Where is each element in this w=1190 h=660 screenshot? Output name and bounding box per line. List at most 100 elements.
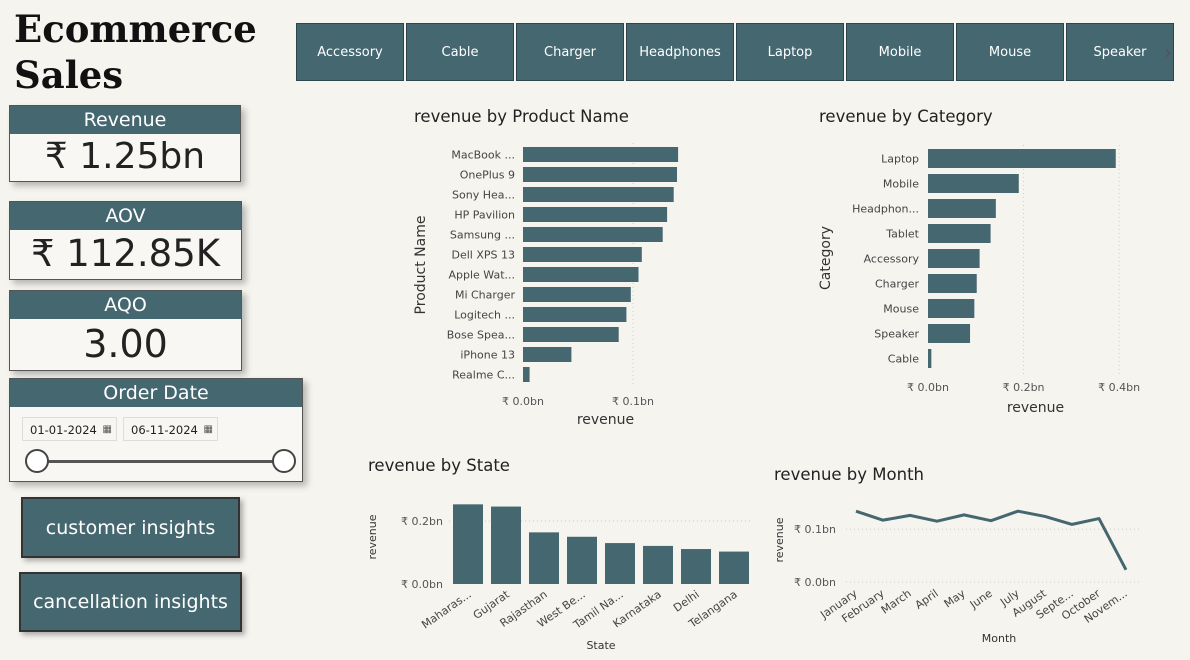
y-tick-label: HP Pavilion <box>454 209 515 222</box>
revenue-card: Revenue ₹ 1.25bn <box>9 105 241 182</box>
customer-insights-button[interactable]: customer insights <box>21 497 240 558</box>
bar <box>605 543 635 584</box>
bar <box>643 545 673 584</box>
x-axis-label: State <box>586 639 615 652</box>
bar <box>523 267 639 282</box>
y-tick-label: OnePlus 9 <box>460 169 515 182</box>
x-tick-label: ₹ 0.2bn <box>1003 381 1045 394</box>
bar <box>928 249 980 268</box>
date-range-start-handle[interactable] <box>25 449 49 473</box>
x-tick-label: Delhi <box>671 588 702 615</box>
y-tick-label: Speaker <box>874 328 919 341</box>
date-range-end-handle[interactable] <box>272 449 296 473</box>
y-tick-label: Logitech ... <box>454 309 515 322</box>
y-tick-label: Mi Charger <box>455 289 516 302</box>
y-tick-label: Mouse <box>883 303 919 316</box>
y-tick-label: ₹ 0.2bn <box>401 515 443 528</box>
x-tick-label: ₹ 0.0bn <box>907 381 949 394</box>
bar <box>928 299 975 318</box>
y-tick-label: Headphon... <box>852 203 919 216</box>
slicer-chip-mobile[interactable]: Mobile <box>846 23 954 81</box>
y-tick-label: ₹ 0.0bn <box>401 578 443 591</box>
bar <box>523 327 619 342</box>
bar <box>523 287 631 302</box>
slicer-chip-headphones[interactable]: Headphones <box>626 23 734 81</box>
calendar-icon[interactable]: ▦ <box>203 424 213 435</box>
y-tick-label: Tablet <box>885 228 919 241</box>
state-revenue-chart: ₹ 0.0bn₹ 0.2bnMaharas...GujaratRajasthan… <box>366 504 753 652</box>
y-tick-label: ₹ 0.0bn <box>794 576 836 589</box>
bar <box>523 147 679 162</box>
x-tick-label: May <box>942 587 968 611</box>
category-slicer: Accessory Cable Charger Headphones Lapto… <box>296 23 1176 81</box>
bar <box>491 506 521 584</box>
y-tick-label: Mobile <box>883 178 919 191</box>
y-tick-label: MacBook ... <box>451 149 515 162</box>
bar <box>928 149 1116 168</box>
aov-card: AOV ₹ 112.85K <box>9 201 242 280</box>
slicer-chip-charger[interactable]: Charger <box>516 23 624 81</box>
x-tick-label: ₹ 0.0bn <box>502 395 544 408</box>
order-date-label: Order Date <box>10 379 302 407</box>
calendar-icon[interactable]: ▦ <box>102 424 112 435</box>
x-axis-label: revenue <box>1007 400 1064 416</box>
slicer-chip-laptop[interactable]: Laptop <box>736 23 844 81</box>
y-axis-label: Product Name <box>413 216 429 315</box>
x-tick-label: Maharas... <box>419 588 474 632</box>
dashboard-title: Ecommerce Sales <box>14 7 257 97</box>
bar <box>523 307 627 322</box>
x-tick-label: April <box>913 587 941 612</box>
bar <box>523 207 668 222</box>
date-range-track[interactable] <box>36 460 284 463</box>
bar <box>928 274 977 293</box>
product-revenue-chart: ₹ 0.0bn ₹ 0.1bn MacBook ... OnePlus 9 Sony H… <box>413 143 679 428</box>
chart-title-category: revenue by Category <box>819 107 993 126</box>
y-tick-label: ₹ 0.1bn <box>794 523 836 536</box>
y-tick-label: Apple Wat... <box>448 269 515 282</box>
y-tick-label: Cable <box>888 353 919 366</box>
bar <box>719 551 749 584</box>
x-axis-label: Month <box>982 632 1017 645</box>
order-date-slicer: Order Date 01-01-2024 ▦ 06-11-2024 ▦ <box>9 378 303 482</box>
cancellation-insights-button[interactable]: cancellation insights <box>19 572 242 632</box>
x-tick-label: June <box>967 587 995 612</box>
bar <box>453 504 483 584</box>
bar <box>567 536 597 584</box>
x-tick-label: ₹ 0.4bn <box>1098 381 1140 394</box>
start-date-value: 01-01-2024 <box>30 423 97 437</box>
bar <box>928 349 932 368</box>
y-tick-label: Accessory <box>864 253 920 266</box>
end-date-input[interactable]: 06-11-2024 ▦ <box>123 417 218 441</box>
slicer-chip-mouse[interactable]: Mouse <box>956 23 1064 81</box>
bar <box>523 367 530 382</box>
bar <box>529 532 559 584</box>
bar <box>523 187 674 202</box>
y-axis-label: revenue <box>773 517 786 562</box>
y-axis-label: Category <box>818 226 834 290</box>
chart-title-month: revenue by Month <box>774 465 924 484</box>
category-revenue-chart: ₹ 0.0bn ₹ 0.2bn ₹ 0.4bn Laptop Mobile Headpho… <box>818 145 1140 416</box>
aqo-card-value: 3.00 <box>83 322 168 366</box>
bar <box>928 224 991 243</box>
slicer-chip-accessory[interactable]: Accessory <box>296 23 404 81</box>
bar <box>928 174 1019 193</box>
revenue-card-label: Revenue <box>10 106 240 134</box>
bar <box>523 347 572 362</box>
y-tick-label: Realme C... <box>452 369 515 382</box>
y-axis-label: revenue <box>366 514 379 559</box>
start-date-input[interactable]: 01-01-2024 ▦ <box>22 417 117 441</box>
bar <box>681 549 711 584</box>
y-tick-label: Bose Spea... <box>447 329 515 342</box>
chart-title-state: revenue by State <box>368 456 510 475</box>
x-axis-label: revenue <box>577 412 634 428</box>
chevron-right-icon[interactable]: › <box>1164 40 1172 64</box>
slicer-chip-speaker[interactable]: Speaker <box>1066 23 1174 81</box>
series-line <box>855 509 1128 571</box>
bar <box>928 324 971 343</box>
x-tick-label: ₹ 0.1bn <box>612 395 654 408</box>
revenue-card-value: ₹ 1.25bn <box>44 136 206 177</box>
y-tick-label: Sony Hea... <box>452 189 515 202</box>
slicer-chip-cable[interactable]: Cable <box>406 23 514 81</box>
aov-card-value: ₹ 112.85K <box>30 232 221 275</box>
